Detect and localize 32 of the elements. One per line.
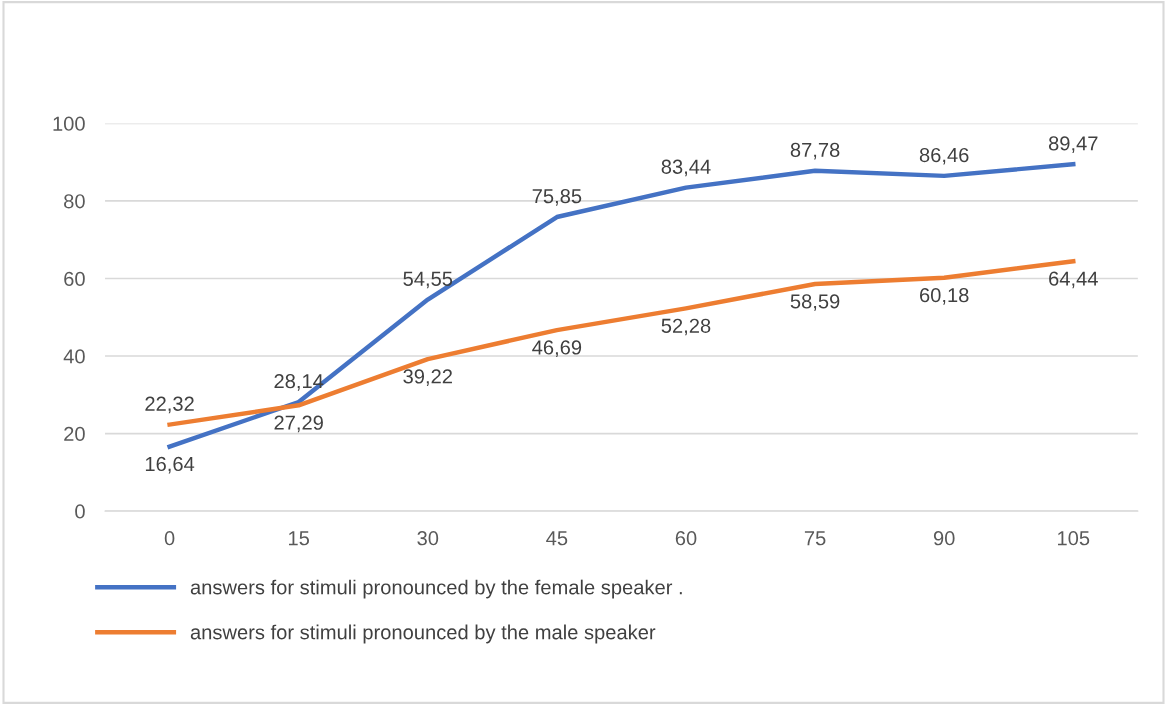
y-tick-label: 100 <box>53 116 85 131</box>
data-label: 86,46 <box>919 147 969 165</box>
x-tick-label: 15 <box>289 531 310 546</box>
data-label: 75,85 <box>532 189 582 206</box>
data-label: 46,69 <box>532 340 582 357</box>
data-label: 58,59 <box>790 294 840 311</box>
data-label: 28,14 <box>274 374 324 391</box>
x-tick-label: 60 <box>675 531 697 546</box>
x-tick-label: 75 <box>804 531 826 546</box>
x-tick-label: 90 <box>933 531 955 546</box>
data-label: 16,64 <box>145 456 195 474</box>
data-label: 39,22 <box>403 369 452 386</box>
data-label: 83,44 <box>661 159 711 177</box>
y-tick-label: 20 <box>64 426 85 442</box>
data-label: 54,55 <box>403 271 453 289</box>
x-tick-label: 105 <box>1058 531 1090 546</box>
legend-label: answers for stimuli pronounced by the female speaker . <box>190 579 682 599</box>
y-tick-label: 80 <box>64 194 85 209</box>
y-tick-label: 40 <box>63 349 85 364</box>
data-label: 89,47 <box>1048 136 1098 153</box>
data-label: 60,18 <box>920 288 969 305</box>
data-label: 27,29 <box>274 415 323 433</box>
legend-label: answers for stimuli pronounced by the male speaker <box>190 624 656 644</box>
data-label: 22,32 <box>145 396 194 414</box>
data-label: 52,28 <box>661 318 711 336</box>
y-tick-label: 0 <box>75 504 85 519</box>
y-tick-label: 60 <box>64 271 85 286</box>
data-label: 64,44 <box>1049 271 1098 289</box>
x-tick-label: 0 <box>164 531 175 546</box>
x-tick-label: 30 <box>417 531 439 546</box>
x-tick-label: 45 <box>546 531 568 546</box>
data-label: 87,78 <box>790 142 840 160</box>
